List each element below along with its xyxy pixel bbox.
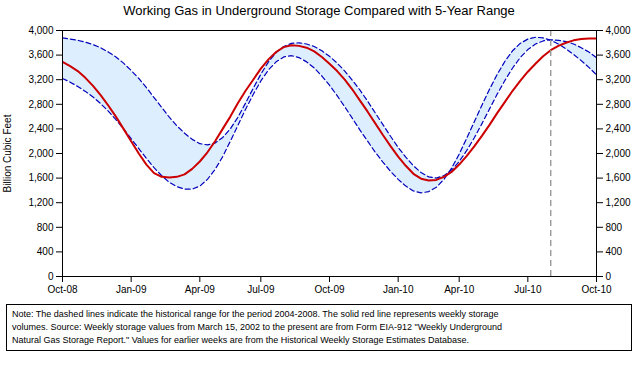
svg-text:800: 800 xyxy=(37,222,54,233)
html-text:volumes. Source: Weekly storag: volumes. Source: Weekly storage values f… xyxy=(12,322,503,332)
svg-text:1,200: 1,200 xyxy=(28,197,53,208)
svg-text:0: 0 xyxy=(48,271,54,282)
svg-text:2,000: 2,000 xyxy=(606,148,631,159)
svg-text:Oct-08: Oct-08 xyxy=(47,284,77,295)
svg-text:Jan-10: Jan-10 xyxy=(383,284,414,295)
svg-text:Billion Cubic Feet: Billion Cubic Feet xyxy=(2,114,13,192)
svg-text:Jul-09: Jul-09 xyxy=(247,284,275,295)
svg-text:2,800: 2,800 xyxy=(28,99,53,110)
svg-text:2,800: 2,800 xyxy=(606,99,631,110)
svg-text:400: 400 xyxy=(606,246,623,257)
svg-text:400: 400 xyxy=(37,246,54,257)
svg-text:Oct-10: Oct-10 xyxy=(581,284,611,295)
svg-text:2,000: 2,000 xyxy=(28,148,53,159)
svg-text:1,600: 1,600 xyxy=(606,172,631,183)
html-text:Natural Gas Storage Report." V: Natural Gas Storage Report." Values for … xyxy=(12,335,470,345)
svg-text:1,200: 1,200 xyxy=(606,197,631,208)
svg-text:1,600: 1,600 xyxy=(28,172,53,183)
svg-text:Oct-09: Oct-09 xyxy=(314,284,344,295)
svg-text:3,200: 3,200 xyxy=(606,74,631,85)
html-text:Working Gas in Underground Sto: Working Gas in Underground Storage Compa… xyxy=(123,3,515,18)
svg-text:3,600: 3,600 xyxy=(28,49,53,60)
svg-text:800: 800 xyxy=(606,222,623,233)
svg-text:Jul-10: Jul-10 xyxy=(514,284,542,295)
svg-text:3,200: 3,200 xyxy=(28,74,53,85)
svg-text:Apr-10: Apr-10 xyxy=(444,284,474,295)
svg-text:3,600: 3,600 xyxy=(606,49,631,60)
html-text:Note: The dashed lines indicat: Note: The dashed lines indicate the hist… xyxy=(12,309,499,319)
svg-text:4,000: 4,000 xyxy=(28,25,53,36)
svg-text:2,400: 2,400 xyxy=(606,123,631,134)
svg-text:2,400: 2,400 xyxy=(28,123,53,134)
svg-text:4,000: 4,000 xyxy=(606,25,631,36)
svg-text:0: 0 xyxy=(606,271,612,282)
svg-text:Apr-09: Apr-09 xyxy=(185,284,215,295)
svg-text:Jan-09: Jan-09 xyxy=(116,284,147,295)
